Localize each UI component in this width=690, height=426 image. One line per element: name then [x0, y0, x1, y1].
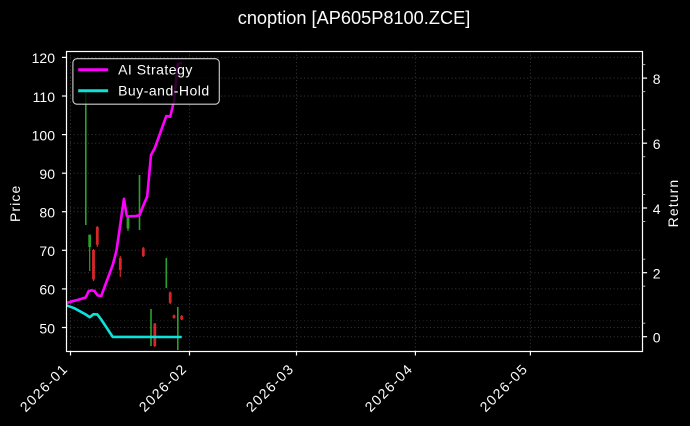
svg-text:100: 100 [32, 127, 56, 143]
svg-text:50: 50 [39, 320, 55, 336]
svg-text:90: 90 [39, 166, 55, 182]
svg-text:6: 6 [653, 136, 661, 152]
svg-text:110: 110 [33, 89, 56, 105]
svg-text:cnoption [AP605P8100.ZCE]: cnoption [AP605P8100.ZCE] [238, 8, 471, 28]
svg-text:0: 0 [653, 330, 661, 346]
svg-text:60: 60 [39, 282, 55, 298]
svg-text:Return: Return [665, 179, 681, 228]
svg-text:70: 70 [39, 243, 55, 259]
svg-text:Buy-and-Hold: Buy-and-Hold [118, 83, 210, 99]
svg-text:80: 80 [39, 205, 55, 221]
svg-text:4: 4 [653, 201, 661, 217]
svg-text:120: 120 [32, 50, 56, 66]
svg-text:2: 2 [653, 266, 661, 282]
svg-text:Price: Price [7, 185, 23, 222]
svg-text:AI Strategy: AI Strategy [118, 62, 193, 78]
svg-text:8: 8 [653, 71, 661, 87]
